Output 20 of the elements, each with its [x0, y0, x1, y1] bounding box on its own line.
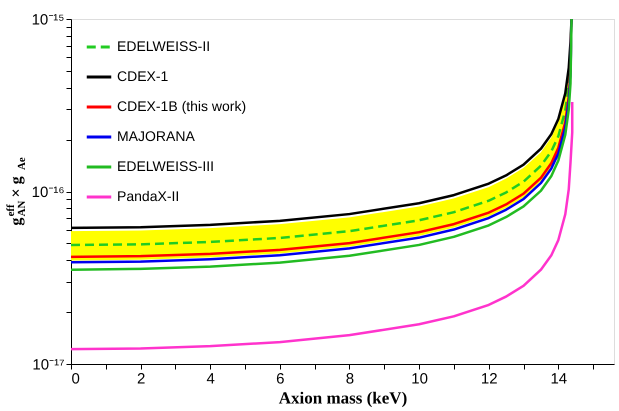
y-tick-label: 10⁻¹⁷: [32, 356, 64, 374]
legend-label: CDEX-1: [117, 68, 169, 84]
x-tick-label: 2: [136, 370, 146, 388]
x-axis-title: Axion mass (keV): [278, 388, 408, 408]
legend-label: EDELWEISS-II: [117, 38, 210, 54]
x-tick-label: 6: [276, 370, 285, 388]
legend-label: PandaX-II: [117, 188, 180, 204]
x-tick-label: 0: [72, 370, 80, 388]
x-tick-label: 12: [480, 370, 498, 388]
y-tick-label: 10⁻¹⁵: [32, 12, 64, 28]
x-tick-label: 8: [346, 370, 354, 388]
y-tick-label: 10⁻¹⁶: [32, 184, 64, 201]
legend-label: MAJORANA: [117, 128, 196, 144]
x-tick-label: 4: [206, 370, 215, 388]
legend-label: CDEX-1B (this work): [117, 98, 246, 114]
x-tick-label: 10: [411, 370, 428, 388]
legend-label: EDELWEISS-III: [117, 158, 214, 174]
line-series: [71, 100, 574, 350]
x-tick-label: 14: [550, 370, 568, 388]
y-axis-title: geffAN × gAe: [5, 157, 28, 226]
